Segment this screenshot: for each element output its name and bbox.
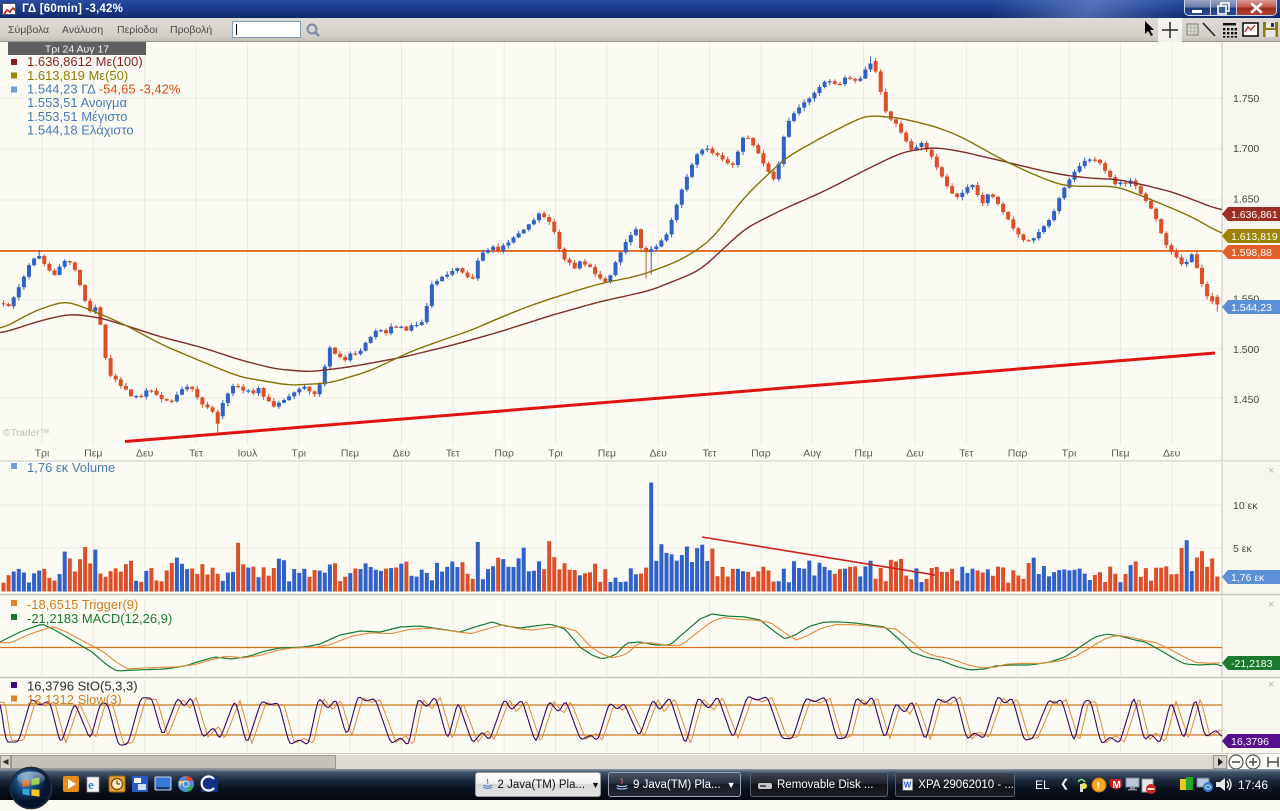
svg-text:©Trader™: ©Trader™ xyxy=(3,428,49,439)
svg-text:5 εκ: 5 εκ xyxy=(1233,543,1252,555)
svg-text:Αυγ: Αυγ xyxy=(803,448,822,460)
svg-text:×: × xyxy=(1268,679,1274,691)
svg-text:10 εκ: 10 εκ xyxy=(1233,500,1258,512)
svg-text:×: × xyxy=(1268,465,1274,477)
svg-text:Παρ: Παρ xyxy=(1008,448,1028,460)
svg-text:1.613,819 Με(50): 1.613,819 Με(50) xyxy=(27,68,128,83)
svg-text:Πεμ: Πεμ xyxy=(84,448,102,460)
svg-text:1.544,23 ΓΔ -54,65 -3,42%: 1.544,23 ΓΔ -54,65 -3,42% xyxy=(27,82,181,97)
svg-text:Τετ: Τετ xyxy=(446,448,461,460)
svg-text:-21,2183: -21,2183 xyxy=(1231,658,1273,670)
svg-text:1.553,51 Μέγιστο: 1.553,51 Μέγιστο xyxy=(27,109,127,124)
svg-text:1.636,8612 Με(100): 1.636,8612 Με(100) xyxy=(27,54,143,69)
svg-text:16,3796: 16,3796 xyxy=(1231,736,1269,748)
svg-text:1,76 εκ Volume: 1,76 εκ Volume xyxy=(27,460,115,475)
svg-text:-21,2183 MACD(12,26,9): -21,2183 MACD(12,26,9) xyxy=(27,611,172,626)
svg-text:Ιουλ: Ιουλ xyxy=(238,448,258,460)
svg-text:1.544,18 Ελάχιστο: 1.544,18 Ελάχιστο xyxy=(27,123,134,138)
svg-text:Πεμ: Πεμ xyxy=(341,448,359,460)
svg-text:1.613,819: 1.613,819 xyxy=(1231,231,1278,243)
svg-text:!: ! xyxy=(1097,781,1100,792)
svg-text:1.450: 1.450 xyxy=(1233,394,1259,406)
svg-text:Τετ: Τετ xyxy=(189,448,204,460)
svg-text:×: × xyxy=(1268,599,1274,611)
svg-text:Παρ: Παρ xyxy=(494,448,514,460)
svg-text:M: M xyxy=(1113,780,1121,791)
svg-text:Τρι: Τρι xyxy=(548,448,563,460)
svg-text:Τετ: Τετ xyxy=(959,448,974,460)
svg-text:Τρι: Τρι xyxy=(1062,448,1077,460)
svg-text:e: e xyxy=(88,777,94,792)
svg-text:Τρι 24 Αυγ 17: Τρι 24 Αυγ 17 xyxy=(45,44,109,56)
svg-text:1.700: 1.700 xyxy=(1233,143,1259,155)
svg-text:1.750: 1.750 xyxy=(1233,93,1259,105)
svg-text:Δευ: Δευ xyxy=(1163,448,1181,460)
svg-text:Πεμ: Πεμ xyxy=(1111,448,1129,460)
svg-text:Δευ: Δευ xyxy=(649,448,667,460)
svg-text:1.553,51 Ανοιγμα: 1.553,51 Ανοιγμα xyxy=(27,95,128,110)
svg-text:W: W xyxy=(904,780,912,789)
svg-text:Πεμ: Πεμ xyxy=(598,448,616,460)
svg-text:1.544,23: 1.544,23 xyxy=(1231,302,1272,314)
svg-text:16,3796 StO(5,3,3): 16,3796 StO(5,3,3) xyxy=(27,679,138,694)
svg-text:Τρι: Τρι xyxy=(35,448,50,460)
svg-text:1.598,88: 1.598,88 xyxy=(1231,247,1272,259)
svg-text:Τρι: Τρι xyxy=(291,448,306,460)
svg-text:1,76 εκ: 1,76 εκ xyxy=(1231,572,1265,584)
svg-text:-18,6515 Trigger(9): -18,6515 Trigger(9) xyxy=(27,597,138,612)
svg-text:1.650: 1.650 xyxy=(1233,193,1259,205)
svg-text:1.500: 1.500 xyxy=(1233,344,1259,356)
svg-text:Δευ: Δευ xyxy=(906,448,924,460)
svg-text:Δευ: Δευ xyxy=(393,448,411,460)
svg-text:Πεμ: Πεμ xyxy=(854,448,872,460)
svg-text:Τετ: Τετ xyxy=(703,448,718,460)
svg-text:1.636,861: 1.636,861 xyxy=(1231,209,1278,221)
svg-text:12,1312 Slow(3): 12,1312 Slow(3) xyxy=(27,692,122,707)
svg-text:Παρ: Παρ xyxy=(751,448,771,460)
svg-text:Δευ: Δευ xyxy=(136,448,154,460)
